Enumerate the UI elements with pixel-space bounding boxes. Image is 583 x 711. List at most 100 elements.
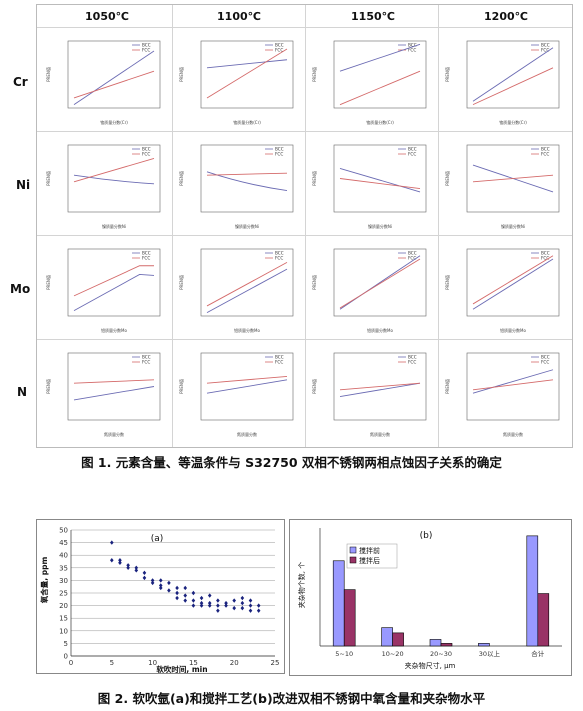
subplot-r3-c1: PREN值 钼质量分数Mo BCC FCC (40, 235, 172, 338)
subplot-xlabel: 铬质量分数(Cr) (366, 119, 394, 125)
data-point (216, 598, 220, 603)
figure-1-caption: 图 1. 元素含量、等温条件与 S32750 双相不锈钢两相点蚀因子关系的确定 (81, 455, 502, 470)
subplot-r4-c2: PREN值 氮质量分数 BCC FCC (173, 339, 305, 442)
xtick-label: 25 (271, 659, 280, 667)
data-point (256, 608, 261, 613)
subplot-xlabel: 铬质量分数(Cr) (100, 119, 128, 125)
bcc-line (206, 379, 288, 394)
subplot-xlabel: 镍质量分数Ni (368, 223, 392, 229)
data-point (248, 598, 253, 603)
data-point (175, 595, 179, 601)
row-label-cr: Cr (13, 75, 28, 89)
data-point (134, 568, 139, 573)
bcc-line (472, 47, 554, 102)
ytick-label: 5 (64, 640, 68, 648)
data-point (216, 608, 220, 613)
figure-2b-bar: 5~10 10~20 20~30 30以上 合计 搅拌前 搅拌后 夹杂物个数, 个夹杂物尺寸,… (289, 519, 572, 676)
legend-label-fcc: FCC (142, 48, 150, 53)
bar-before (332, 560, 345, 647)
x-axis-label: 夹杂物尺寸, μm (405, 661, 456, 670)
data-point (175, 585, 179, 591)
col-header-1050: 1050℃ (85, 10, 129, 23)
fcc-line (339, 258, 421, 309)
legend-swatch (349, 546, 357, 554)
legend-label-fcc: FCC (541, 48, 549, 53)
data-point (142, 570, 147, 576)
subplot-r1-c3: PREN值 铬质量分数(Cr) BCC FCC (306, 27, 438, 130)
bar-after (392, 632, 404, 647)
ytick-label: 20 (59, 602, 68, 610)
grid-col-separator (438, 5, 439, 447)
fcc-line (472, 67, 554, 106)
subplot-r1-c1: PREN值 铬质量分数(Cr) BCC FCC (40, 27, 172, 130)
subplot-r4-c3: PREN值 氮质量分数 BCC FCC (306, 339, 438, 442)
subplot-ylabel: PREN值 (45, 379, 51, 394)
bcc-line (472, 258, 554, 310)
legend-label-bcc: BCC (275, 147, 284, 152)
legend-label-bcc: BCC (541, 43, 550, 48)
data-point (248, 603, 253, 608)
legend-label-bcc: BCC (275, 43, 284, 48)
subplot-frame (200, 144, 294, 213)
subplot-xlabel: 镍质量分数Ni (235, 223, 259, 229)
panel-label: (a) (151, 534, 164, 544)
subplot-frame (67, 352, 161, 421)
bcc-line (339, 43, 421, 72)
subplot-ylabel: PREN值 (311, 171, 317, 186)
data-point (110, 540, 114, 545)
subplot-r2-c1: PREN值 镍质量分数Ni BCC FCC (40, 131, 172, 234)
subplot-xlabel: 钼质量分数Mo (500, 327, 526, 333)
ytick-label: 25 (59, 590, 68, 598)
grid-row-separator (37, 131, 572, 132)
category-label: 20~30 (430, 650, 452, 658)
legend-label-bcc: BCC (541, 355, 550, 360)
data-point (183, 585, 188, 591)
fcc-line (73, 157, 155, 183)
fcc-line (472, 255, 554, 305)
subplot-frame (333, 144, 427, 213)
scatter-plot-svg: 0 5 10 15 20 25 30 35 40 45 50 0 5 10 15 20 25 氧含量, ppm 软吹… (39, 527, 280, 674)
subplot-frame (67, 248, 161, 317)
legend-label-fcc: FCC (275, 256, 283, 261)
legend-label-fcc: FCC (408, 152, 416, 157)
legend-label-bcc: BCC (408, 147, 417, 152)
subplot-frame (67, 40, 161, 109)
legend-label-fcc: FCC (408, 360, 416, 365)
subplot-frame (466, 248, 560, 317)
row-label-mo: Mo (10, 282, 31, 296)
fcc-line (206, 48, 288, 99)
legend-label-bcc: BCC (142, 355, 151, 360)
subplot-ylabel: PREN值 (311, 67, 317, 82)
category-label: 30以上 (479, 649, 501, 658)
data-point (150, 580, 155, 586)
bcc-line (339, 255, 421, 310)
data-point (158, 585, 163, 591)
ytick-label: 0 (64, 653, 68, 661)
subplot-ylabel: PREN值 (178, 379, 184, 394)
category-label: 5~10 (335, 650, 353, 658)
data-point (199, 603, 204, 608)
data-point (232, 598, 236, 603)
legend-label-fcc: FCC (541, 256, 549, 261)
subplot-xlabel: 氮质量分数 (104, 431, 124, 437)
data-point (240, 595, 245, 601)
legend-label-bcc: BCC (142, 43, 151, 48)
data-point (191, 590, 196, 596)
subplot-r3-c3: PREN值 钼质量分数Mo BCC FCC (306, 235, 438, 338)
data-point (191, 603, 196, 608)
ytick-label: 45 (59, 539, 68, 547)
bar-after (440, 643, 453, 647)
subplot-frame (200, 40, 294, 109)
data-point (224, 603, 228, 608)
subplot-frame (466, 352, 560, 421)
